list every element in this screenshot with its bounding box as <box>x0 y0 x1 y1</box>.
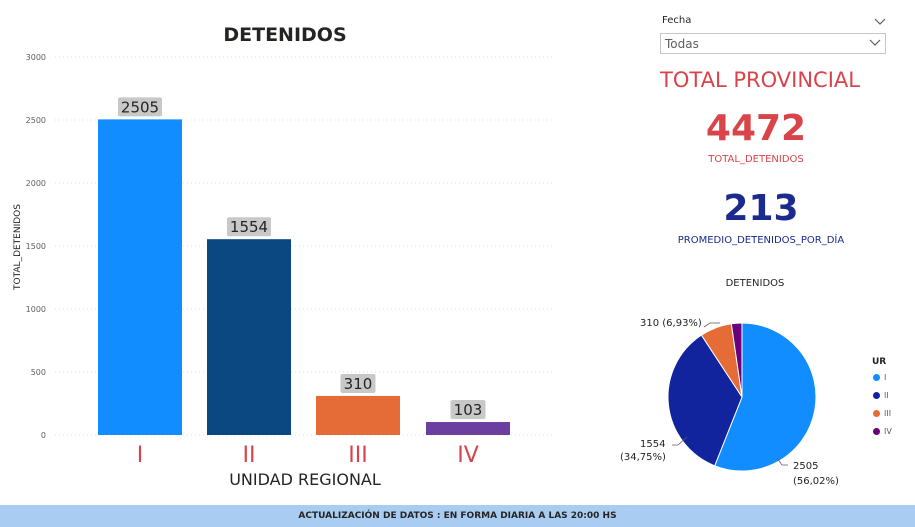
legend-dot-icon <box>873 392 880 399</box>
y-axis-label-wrap: TOTAL_DETENIDOS <box>8 200 28 300</box>
y-tick-label: 500 <box>31 368 46 377</box>
promedio-label: PROMEDIO_DETENIDOS_POR_DÍA <box>677 235 845 246</box>
y-tick-label: 3000 <box>26 53 46 62</box>
data-label-ii: 1554 <box>230 218 268 236</box>
data-label-bg <box>450 400 486 420</box>
legend-item-label: II <box>884 391 889 400</box>
bar-chart[interactable]: 0 500 1000 1500 2000 2500 3000 2505 I 1554 II 310 II… <box>0 0 580 470</box>
legend-item-label: IV <box>884 427 892 436</box>
total-provincial-heading: TOTAL PROVINCIAL <box>660 68 860 92</box>
legend-item-i[interactable]: I <box>873 373 886 382</box>
bar-chart-title: DETENIDOS <box>223 24 347 46</box>
x-tick-label-iii: III <box>348 443 367 468</box>
data-label-bg <box>340 373 376 393</box>
legend-item-label: III <box>884 409 892 418</box>
y-tick-label: 0 <box>41 431 46 440</box>
x-tick-label-i: I <box>137 443 144 468</box>
legend-dot-icon <box>873 428 880 435</box>
pie-label-i-value: 2505 <box>793 461 818 472</box>
pie-chart-title: DETENIDOS <box>725 278 785 289</box>
pie-chart[interactable]: 310 (6,93%) 1554 (34,75%) 2505 (56,02%) <box>600 295 870 495</box>
legend-title: UR <box>872 357 887 367</box>
date-slicer-label: Fecha <box>662 15 692 26</box>
pie-slice-i[interactable] <box>714 322 817 472</box>
y-axis-label: TOTAL_DETENIDOS <box>13 204 23 290</box>
total-detenidos-label: TOTAL_DETENIDOS <box>708 154 804 165</box>
data-label-bg <box>118 97 162 117</box>
pie-label-iii: 310 (6,93%) <box>640 318 702 329</box>
data-label-bg <box>227 217 271 237</box>
date-slicer-dropdown[interactable]: Todas <box>660 33 886 54</box>
pie-slice-iv[interactable] <box>730 322 743 398</box>
x-tick-label-iv: IV <box>457 443 479 468</box>
x-axis-label: UNIDAD REGIONAL <box>229 470 381 489</box>
pie-label-ii-pct: (34,75%) <box>620 452 666 463</box>
bar-ii[interactable] <box>207 239 291 435</box>
total-detenidos-value: 4472 <box>705 108 807 149</box>
data-label-i: 2505 <box>121 98 159 116</box>
legend-item-iii[interactable]: III <box>873 409 891 418</box>
data-label-iv: 103 <box>454 401 483 419</box>
x-tick-label-ii: II <box>243 443 256 468</box>
y-tick-label: 1500 <box>26 242 46 251</box>
pie-label-ii-value: 1554 <box>640 439 665 450</box>
y-tick-label: 1000 <box>26 305 46 314</box>
date-slicer-value: Todas <box>665 37 699 51</box>
legend-dot-icon <box>873 374 880 381</box>
pie-label-i-pct: (56,02%) <box>793 476 839 487</box>
bar-iv[interactable] <box>426 422 510 435</box>
promedio-value: 213 <box>723 188 799 229</box>
y-tick-label: 2000 <box>26 179 46 188</box>
bar-iii[interactable] <box>316 395 400 435</box>
pie-leader-line <box>703 322 720 328</box>
data-label-iii: 310 <box>344 375 373 393</box>
legend-item-iv[interactable]: IV <box>873 427 892 436</box>
chevron-down-icon <box>869 39 881 46</box>
pie-leader-line <box>672 436 688 446</box>
legend-dot-icon <box>873 410 880 417</box>
pie-slice-ii[interactable] <box>667 334 743 467</box>
footer-update-banner: ACTUALIZACIÓN DE DATOS : EN FORMA DIARIA… <box>0 505 915 527</box>
y-tick-label: 2500 <box>26 116 46 125</box>
legend-item-ii[interactable]: II <box>873 391 889 400</box>
pie-leader-line <box>776 457 788 466</box>
legend-item-label: I <box>884 373 887 382</box>
chevron-down-icon[interactable] <box>873 14 887 28</box>
bar-i[interactable] <box>98 119 182 436</box>
